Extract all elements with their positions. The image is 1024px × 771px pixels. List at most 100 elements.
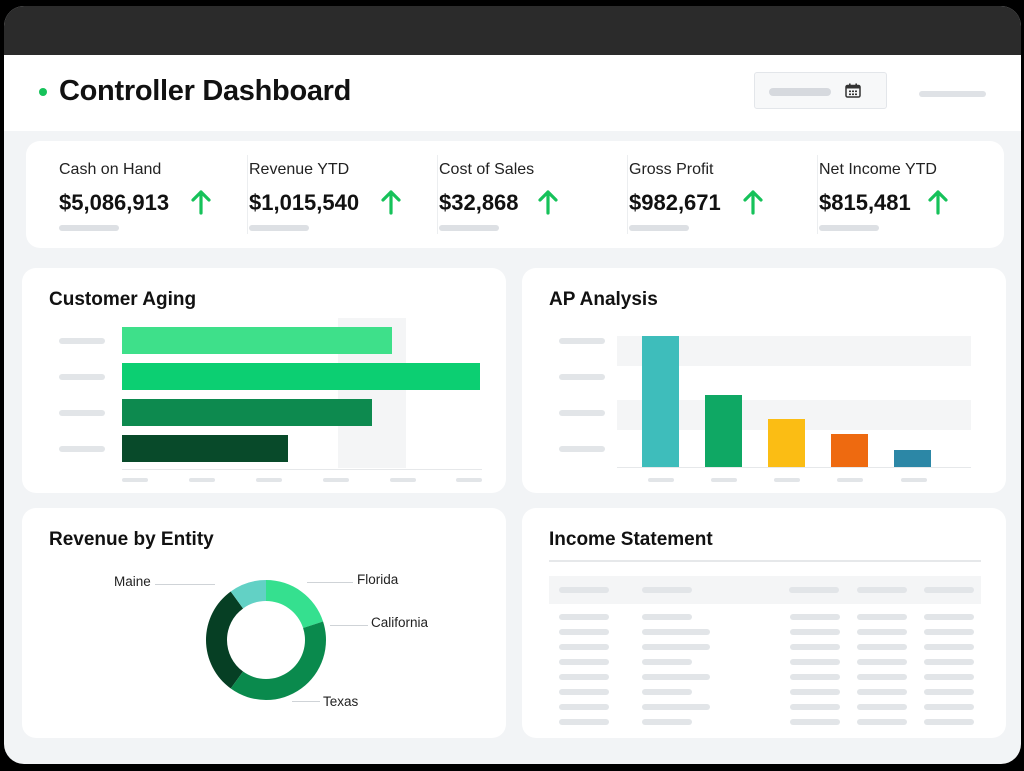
kpi-gross-profit[interactable]: Gross Profit $982,671 — [627, 141, 819, 248]
table-cell — [857, 674, 907, 680]
customer-aging-card: Customer Aging — [22, 268, 506, 493]
table-cell — [857, 614, 907, 620]
kpi-value: $1,015,540 — [249, 190, 360, 215]
table-cell — [924, 689, 974, 695]
table-cell — [790, 674, 840, 680]
y-tick-label — [559, 446, 605, 452]
donut-slice-florida[interactable] — [230, 580, 266, 609]
kpi-cash-on-hand[interactable]: Cash on Hand $5,086,913 — [59, 141, 249, 248]
table-cell — [790, 659, 840, 665]
ap-bar[interactable] — [831, 434, 868, 467]
legend-label-florida: Florida — [357, 572, 399, 587]
x-tick-label — [711, 478, 737, 482]
ap-bar[interactable] — [894, 450, 931, 467]
window-top-bar — [4, 6, 1021, 55]
date-range-picker[interactable] — [754, 72, 887, 109]
arrow-up-icon — [743, 190, 763, 215]
table-header — [549, 576, 981, 604]
donut-slice-maine[interactable] — [206, 591, 244, 689]
revenue-donut-chart — [206, 580, 326, 700]
kpi-value: $32,868 — [439, 190, 519, 215]
table-cell — [790, 719, 840, 725]
column-header — [857, 587, 907, 593]
table-cell — [924, 704, 974, 710]
table-cell — [924, 629, 974, 635]
kpi-value: $815,481 — [819, 190, 911, 215]
kpi-net-income-ytd[interactable]: Net Income YTD $815,481 — [817, 141, 1009, 248]
kpi-label: Revenue YTD — [249, 161, 350, 178]
y-tick-label — [559, 374, 605, 380]
x-axis-line — [122, 469, 482, 470]
donut-slice-texas[interactable] — [230, 621, 326, 700]
ap-bar[interactable] — [768, 419, 805, 467]
arrow-up-icon — [928, 190, 948, 215]
table-row[interactable] — [522, 704, 1006, 712]
kpi-label: Net Income YTD — [819, 161, 937, 178]
table-cell — [642, 644, 710, 650]
x-tick-label — [390, 478, 416, 482]
table-row[interactable] — [522, 674, 1006, 682]
y-tick-label — [559, 410, 605, 416]
category-label — [59, 374, 105, 380]
table-row[interactable] — [522, 659, 1006, 667]
ap-bar[interactable] — [705, 395, 742, 467]
table-cell — [924, 659, 974, 665]
table-row[interactable] — [522, 719, 1006, 727]
table-row[interactable] — [522, 614, 1006, 622]
calendar-icon[interactable] — [845, 83, 861, 98]
legend-label-maine: Maine — [114, 574, 151, 589]
column-header — [789, 587, 839, 593]
x-axis-line — [617, 467, 971, 468]
table-cell — [857, 644, 907, 650]
table-cell — [857, 704, 907, 710]
kpi-value: $5,086,913 — [59, 190, 170, 215]
leader-line — [307, 582, 353, 583]
table-cell — [857, 629, 907, 635]
aging-bar[interactable] — [122, 363, 480, 390]
x-tick-label — [256, 478, 282, 482]
card-title: Income Statement — [549, 529, 713, 550]
ap-analysis-card: AP Analysis — [522, 268, 1006, 493]
table-cell — [642, 704, 710, 710]
table-cell — [642, 659, 692, 665]
table-cell — [559, 674, 609, 680]
donut-slice-california[interactable] — [266, 580, 324, 628]
table-row[interactable] — [522, 689, 1006, 697]
leader-line — [292, 701, 320, 702]
page-title: Controller Dashboard — [59, 75, 352, 107]
table-cell — [857, 719, 907, 725]
table-row[interactable] — [522, 629, 1006, 637]
kpi-subtext — [629, 225, 689, 231]
table-cell — [642, 674, 710, 680]
table-cell — [857, 659, 907, 665]
legend-label-california: California — [371, 615, 429, 630]
aging-bar[interactable] — [122, 327, 392, 354]
kpi-subtext — [249, 225, 309, 231]
table-cell — [559, 704, 609, 710]
kpi-subtext — [59, 225, 119, 231]
page-header: Controller Dashboard — [4, 55, 1021, 131]
table-cell — [924, 719, 974, 725]
app-window: Controller Dashboard Cash on Hand $5,086… — [4, 6, 1021, 764]
table-row[interactable] — [522, 644, 1006, 652]
card-title: Customer Aging — [49, 289, 197, 310]
column-header — [559, 587, 609, 593]
user-menu[interactable] — [919, 91, 986, 97]
aging-bar[interactable] — [122, 399, 372, 426]
income-statement-card: Income Statement — [522, 508, 1006, 738]
table-cell — [642, 629, 710, 635]
kpi-cost-of-sales[interactable]: Cost of Sales $32,868 — [437, 141, 629, 248]
kpi-strip: Cash on Hand $5,086,913 Revenue YTD $1,0… — [26, 141, 1004, 248]
table-cell — [790, 689, 840, 695]
table-divider — [549, 560, 981, 562]
arrow-up-icon — [381, 190, 401, 215]
ap-bar[interactable] — [642, 336, 679, 467]
leader-line — [155, 584, 215, 585]
table-cell — [642, 689, 692, 695]
x-tick-label — [122, 478, 148, 482]
card-title: Revenue by Entity — [49, 529, 214, 550]
table-cell — [790, 644, 840, 650]
kpi-revenue-ytd[interactable]: Revenue YTD $1,015,540 — [247, 141, 439, 248]
x-tick-label — [648, 478, 674, 482]
aging-bar[interactable] — [122, 435, 288, 462]
